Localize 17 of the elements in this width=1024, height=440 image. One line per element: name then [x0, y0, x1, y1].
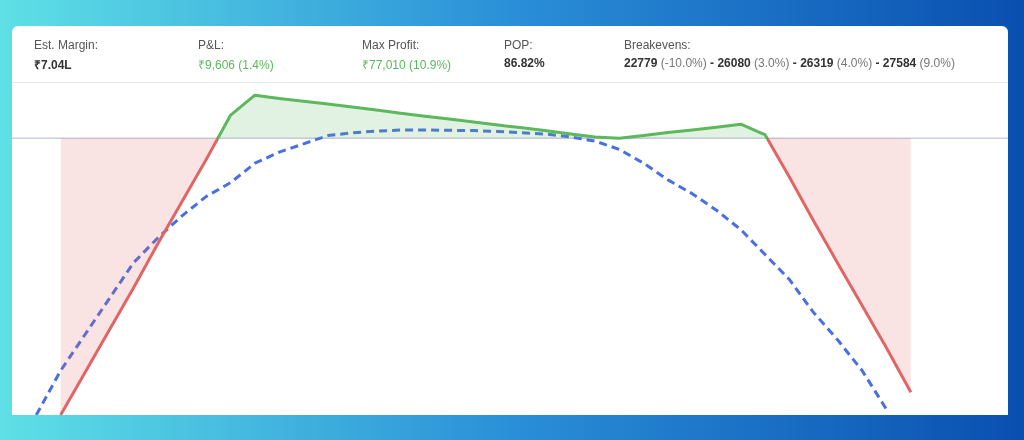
- text: (9.0%): [919, 56, 955, 70]
- text: (4.0%): [836, 56, 874, 70]
- text: 86.82%: [504, 56, 545, 70]
- text: - 27584: [875, 56, 918, 70]
- text: Est. Margin:: [34, 38, 99, 52]
- text: (-10.0%): [660, 56, 708, 70]
- text: Breakevens:: [624, 38, 692, 52]
- text: ₹7.04L: [34, 57, 73, 73]
- text: 22779: [624, 56, 659, 70]
- text: (3.0%): [754, 56, 791, 70]
- text: Max Profit:: [362, 38, 421, 52]
- text: - 26080: [710, 56, 752, 70]
- text: - 26319: [792, 56, 835, 70]
- text: ₹77,010 (10.9%): [362, 57, 452, 73]
- text: ₹9,606 (1.4%): [198, 57, 274, 73]
- text: POP:: [504, 38, 534, 52]
- text: P&L:: [198, 38, 225, 52]
